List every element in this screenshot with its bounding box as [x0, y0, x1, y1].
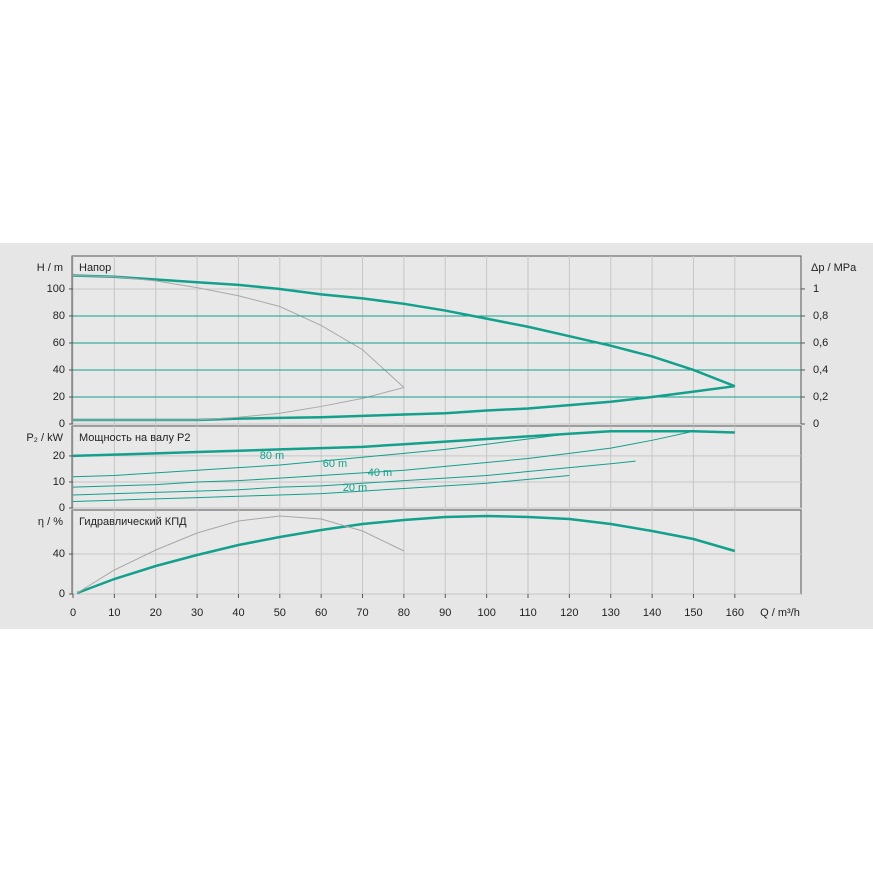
y-tick-label: 10 — [53, 476, 65, 488]
y-tick-label: 80 — [53, 310, 65, 322]
x-tick-label: 0 — [70, 607, 76, 619]
x-tick-label: 70 — [356, 607, 368, 619]
y2-axis-label: Δp / MPa — [811, 262, 857, 274]
series-line — [76, 514, 736, 595]
curve-label: 60 m — [323, 458, 347, 470]
y2-tick-label: 0,4 — [813, 364, 828, 376]
series-line — [72, 430, 694, 488]
curve-label: 80 m — [260, 450, 284, 462]
x-tick-label: 120 — [560, 607, 578, 619]
y-tick-label: 40 — [53, 548, 65, 560]
y-tick-label: 20 — [53, 391, 65, 403]
series-line — [72, 429, 735, 458]
y-axis-label: P₂ / kW — [26, 432, 63, 444]
curve-label: 40 m — [368, 467, 392, 479]
x-tick-label: 140 — [643, 607, 661, 619]
y-tick-label: 40 — [53, 364, 65, 376]
x-tick-label: 90 — [439, 607, 451, 619]
x-tick-label: 10 — [108, 607, 120, 619]
series-line — [76, 515, 405, 594]
plot-area — [71, 509, 802, 595]
y-tick-label: 0 — [59, 588, 65, 600]
x-tick-label: 30 — [191, 607, 203, 619]
curve-label: 20 m — [343, 482, 367, 494]
x-tick-label: 130 — [602, 607, 620, 619]
x-tick-label: 60 — [315, 607, 327, 619]
x-tick-label: 20 — [150, 607, 162, 619]
y-axis-label: η / % — [38, 516, 63, 528]
panel-title: Напор — [79, 262, 111, 274]
y-tick-label: 60 — [53, 337, 65, 349]
x-tick-label: 80 — [398, 607, 410, 619]
x-tick-label: 40 — [232, 607, 244, 619]
x-tick-label: 50 — [274, 607, 286, 619]
y-tick-label: 20 — [53, 450, 65, 462]
x-tick-label: 110 — [519, 607, 537, 619]
y-tick-label: 0 — [59, 502, 65, 514]
series-line — [72, 460, 636, 496]
y2-tick-label: 0,2 — [813, 391, 828, 403]
series-line — [73, 387, 405, 421]
x-axis-label: Q / m³/h — [760, 607, 800, 619]
y-axis-label: H / m — [37, 262, 63, 274]
x-tick-label: 150 — [684, 607, 702, 619]
series-line — [72, 430, 599, 478]
y2-tick-label: 0,6 — [813, 337, 828, 349]
series-line — [72, 474, 570, 502]
series-line — [72, 274, 736, 388]
x-tick-label: 160 — [726, 607, 744, 619]
y2-tick-label: 0 — [813, 418, 819, 430]
x-tick-label: 100 — [477, 607, 495, 619]
y-tick-label: 0 — [59, 418, 65, 430]
y-tick-label: 100 — [47, 283, 65, 295]
y2-tick-label: 1 — [813, 283, 819, 295]
plot-area — [71, 255, 802, 425]
y2-tick-label: 0,8 — [813, 310, 828, 322]
panel-title: Гидравлический КПД — [79, 516, 187, 528]
series-line — [72, 274, 405, 388]
panel-title: Мощность на валу P2 — [79, 432, 191, 444]
